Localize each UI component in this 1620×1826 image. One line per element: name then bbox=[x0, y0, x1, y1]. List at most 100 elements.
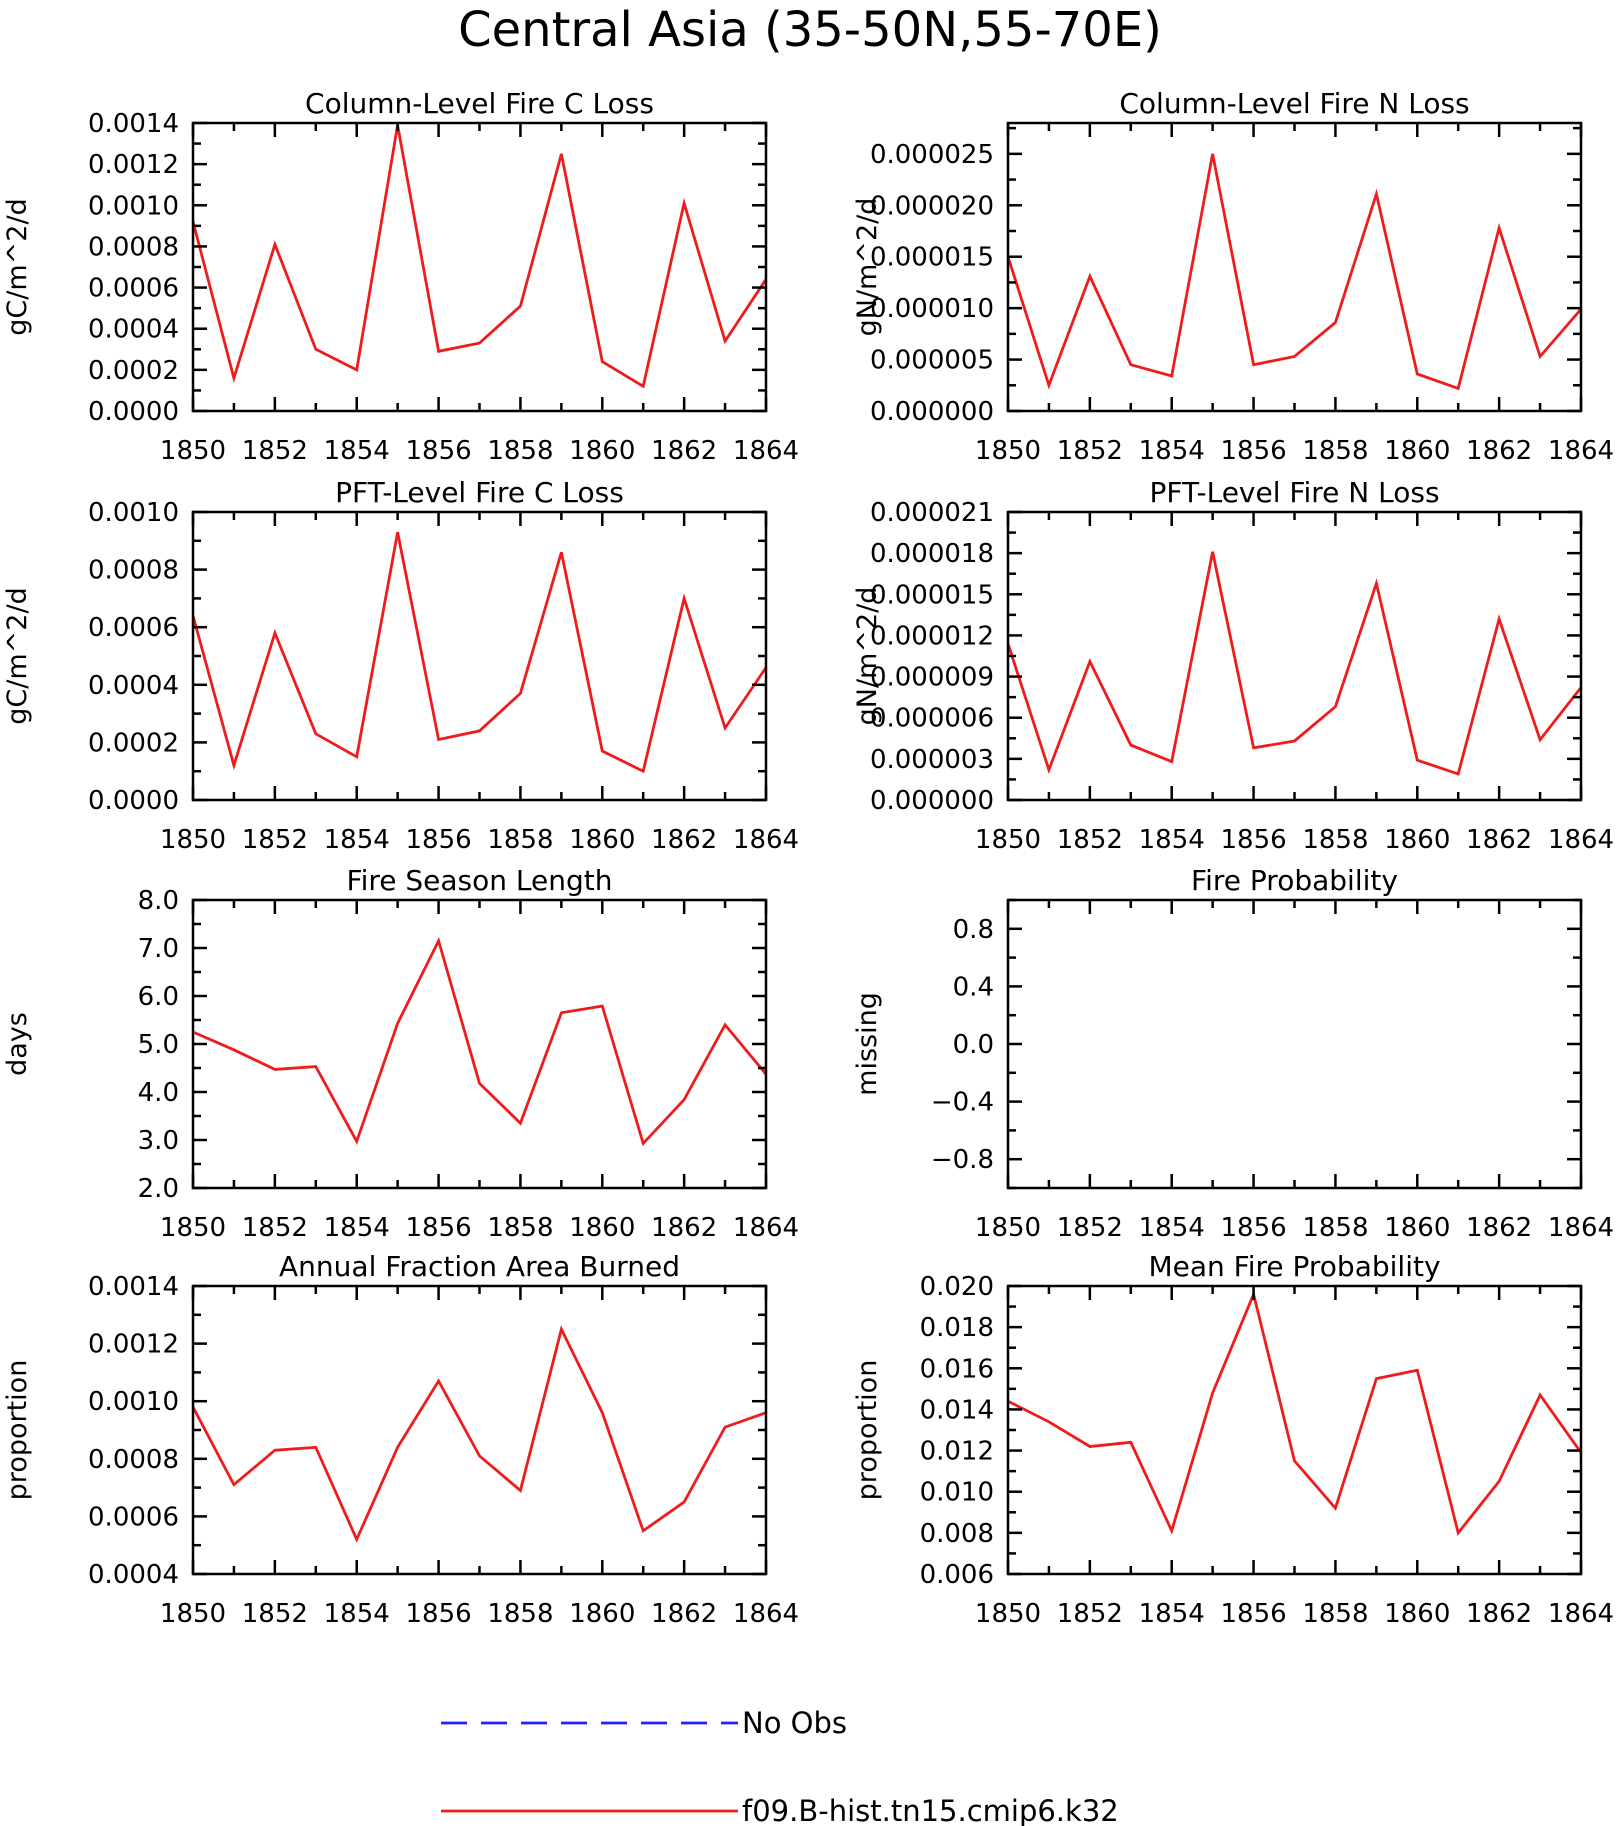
x-tick-label: 1856 bbox=[405, 1213, 471, 1243]
y-axis-label: gN/m^2/d bbox=[852, 587, 883, 726]
x-tick-label: 1860 bbox=[1384, 1599, 1450, 1629]
x-tick-label: 1854 bbox=[1139, 1213, 1205, 1243]
y-axis-label: proportion bbox=[2, 1360, 33, 1501]
x-tick-label: 1858 bbox=[1302, 1213, 1368, 1243]
y-tick-label: 0.000025 bbox=[870, 140, 994, 170]
x-tick-label: 1852 bbox=[242, 825, 308, 855]
y-axis-label: gN/m^2/d bbox=[852, 198, 883, 337]
y-tick-label: 0.000015 bbox=[870, 580, 994, 610]
x-tick-label: 1864 bbox=[1548, 1599, 1614, 1629]
x-tick-label: 1860 bbox=[1384, 825, 1450, 855]
x-tick-label: 1862 bbox=[651, 436, 717, 466]
x-tick-label: 1864 bbox=[733, 1213, 799, 1243]
y-tick-label: 6.0 bbox=[138, 982, 179, 1012]
series-line bbox=[191, 531, 768, 774]
x-tick-label: 1858 bbox=[487, 1599, 553, 1629]
x-tick-label: 1864 bbox=[733, 1599, 799, 1629]
x-tick-label: 1852 bbox=[242, 1599, 308, 1629]
x-tick-label: 1854 bbox=[1139, 436, 1205, 466]
y-tick-label: 5.0 bbox=[138, 1030, 179, 1060]
y-tick-label: 0.0004 bbox=[88, 315, 179, 345]
x-tick-label: 1862 bbox=[1466, 825, 1532, 855]
y-tick-label: 0.0006 bbox=[88, 613, 179, 643]
y-tick-label: 0.000021 bbox=[870, 498, 994, 528]
x-tick-label: 1864 bbox=[733, 436, 799, 466]
x-tick-label: 1856 bbox=[405, 825, 471, 855]
panels: 1850 1852 1854 1856 1858 1860 1862 1864 0.0000 0.… bbox=[2, 87, 1614, 1629]
x-tick-label: 1850 bbox=[975, 1213, 1041, 1243]
x-tick-label: 1864 bbox=[1548, 1213, 1614, 1243]
x-tick-label: 1854 bbox=[324, 1599, 390, 1629]
y-tick-label: 0.000000 bbox=[870, 397, 994, 427]
x-tick-label: 1858 bbox=[487, 1213, 553, 1243]
panel-title: Column-Level Fire N Loss bbox=[1119, 87, 1469, 120]
y-tick-label: 0.020 bbox=[920, 1272, 994, 1302]
x-tick-label: 1856 bbox=[1220, 1213, 1286, 1243]
series-line bbox=[1006, 551, 1583, 776]
x-tick-label: 1854 bbox=[324, 825, 390, 855]
y-tick-label: 0.000012 bbox=[870, 621, 994, 651]
series-line bbox=[1006, 153, 1583, 391]
y-tick-label: 0.008 bbox=[920, 1519, 994, 1549]
y-tick-label: 0.0014 bbox=[88, 1272, 179, 1302]
y-tick-label: 0.000020 bbox=[870, 191, 994, 221]
y-tick-label: 0.4 bbox=[953, 972, 994, 1002]
x-tick-label: 1852 bbox=[1057, 1599, 1123, 1629]
x-tick-label: 1860 bbox=[569, 1213, 635, 1243]
series-line bbox=[191, 1325, 767, 1543]
y-axis-label: missing bbox=[852, 992, 883, 1096]
plot-frame bbox=[1006, 1284, 1583, 1576]
x-tick-label: 1856 bbox=[405, 436, 471, 466]
y-tick-label: 0.0002 bbox=[88, 356, 179, 386]
y-axis-label: gC/m^2/d bbox=[2, 587, 33, 724]
y-tick-label: 0.0010 bbox=[88, 1387, 179, 1417]
legend-item-1: No Obs bbox=[441, 1706, 847, 1740]
x-tick-label: 1854 bbox=[1139, 1599, 1205, 1629]
panel-title: Annual Fraction Area Burned bbox=[279, 1250, 680, 1283]
panel-title: PFT-Level Fire C Loss bbox=[335, 476, 624, 509]
y-tick-label: 0.006 bbox=[920, 1560, 994, 1590]
y-tick-label: 0.000015 bbox=[870, 243, 994, 273]
panel-7: 1850 1852 1854 1856 1858 1860 1862 1864 0.0004 0.… bbox=[2, 1250, 799, 1629]
x-tick-label: 1860 bbox=[569, 436, 635, 466]
y-tick-label: 0.010 bbox=[920, 1478, 994, 1508]
y-tick-label: 0.000006 bbox=[870, 704, 994, 734]
y-axis-label: proportion bbox=[852, 1360, 883, 1501]
main-title: Central Asia (35-50N,55-70E) bbox=[458, 2, 1162, 58]
x-tick-label: 1856 bbox=[1220, 825, 1286, 855]
y-tick-label: 0.0008 bbox=[88, 1445, 179, 1475]
y-tick-label: 3.0 bbox=[138, 1126, 179, 1156]
y-tick-label: 2.0 bbox=[138, 1174, 179, 1204]
x-tick-label: 1860 bbox=[1384, 436, 1450, 466]
panel-title: Column-Level Fire C Loss bbox=[305, 87, 654, 120]
y-tick-label: 0.0010 bbox=[88, 191, 179, 221]
panel-6: 1850 1852 1854 1856 1858 1860 1862 1864 −0.8 −0.4… bbox=[852, 864, 1614, 1243]
y-tick-label: 0.000018 bbox=[870, 539, 994, 569]
plot-frame bbox=[1006, 510, 1583, 802]
plot-frame bbox=[191, 898, 768, 1190]
y-tick-label: 0.0006 bbox=[88, 274, 179, 304]
x-tick-label: 1850 bbox=[160, 436, 226, 466]
y-tick-label: 0.0004 bbox=[88, 671, 179, 701]
x-tick-label: 1860 bbox=[569, 825, 635, 855]
series-line bbox=[1007, 1289, 1583, 1536]
x-tick-label: 1852 bbox=[242, 436, 308, 466]
x-tick-label: 1854 bbox=[324, 436, 390, 466]
panel-3: 1850 1852 1854 1856 1858 1860 1862 1864 0.0000 0.… bbox=[2, 476, 799, 855]
x-tick-label: 1856 bbox=[1220, 436, 1286, 466]
x-tick-label: 1862 bbox=[651, 1599, 717, 1629]
y-tick-label: 0.018 bbox=[920, 1313, 994, 1343]
y-tick-label: 0.000003 bbox=[870, 745, 994, 775]
x-tick-label: 1854 bbox=[1139, 825, 1205, 855]
x-tick-label: 1858 bbox=[1302, 436, 1368, 466]
panel-2: 1850 1852 1854 1856 1858 1860 1862 1864 0.000000… bbox=[852, 87, 1614, 466]
y-tick-label: 0.0008 bbox=[88, 556, 179, 586]
x-tick-label: 1864 bbox=[1548, 436, 1614, 466]
x-tick-label: 1852 bbox=[1057, 825, 1123, 855]
y-tick-label: 0.0000 bbox=[88, 397, 179, 427]
legend: No Obs f09.B-hist.tn15.cmip6.k32 bbox=[441, 1706, 1119, 1826]
x-tick-label: 1852 bbox=[1057, 436, 1123, 466]
y-tick-label: 0.014 bbox=[920, 1395, 994, 1425]
plot-frame bbox=[191, 510, 768, 802]
